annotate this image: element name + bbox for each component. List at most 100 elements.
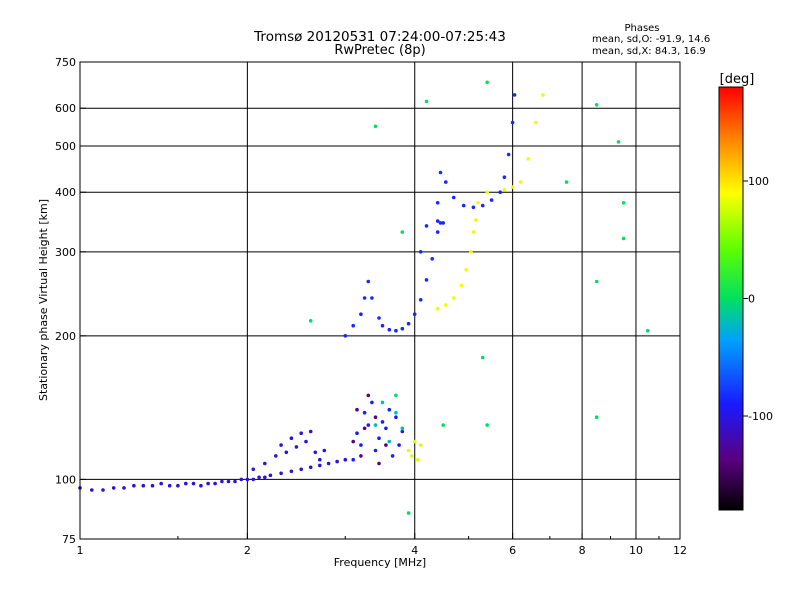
data-point — [485, 80, 490, 85]
data-point — [621, 201, 626, 205]
data-point — [438, 170, 443, 175]
data-point — [343, 457, 348, 462]
colorbar-label: [deg] — [720, 72, 755, 87]
data-point — [444, 303, 448, 307]
data-point — [380, 420, 385, 424]
data-point — [362, 296, 367, 300]
data-point — [304, 439, 308, 444]
data-point — [438, 221, 443, 225]
data-point — [377, 436, 381, 441]
data-point — [518, 180, 523, 184]
data-point — [415, 457, 420, 462]
data-point — [373, 124, 378, 129]
plot-frame — [79, 61, 681, 540]
data-point — [377, 461, 381, 466]
data-point — [132, 483, 136, 488]
chart-subtitle: RwPretec (8p) — [334, 43, 425, 58]
data-point — [308, 429, 313, 434]
data-point — [245, 477, 250, 482]
data-point — [394, 328, 398, 333]
data-point — [387, 439, 392, 444]
data-point — [289, 469, 294, 474]
data-point — [480, 203, 485, 208]
data-point — [476, 201, 480, 205]
data-point — [359, 312, 363, 317]
data-point — [380, 400, 385, 405]
data-point — [199, 483, 203, 488]
data-points — [78, 80, 650, 515]
y-tick-label: 750 — [55, 56, 76, 69]
data-point — [90, 488, 94, 492]
data-point — [510, 120, 515, 125]
data-point — [263, 475, 267, 480]
data-point — [359, 443, 363, 447]
x-tick-label: 12 — [673, 544, 687, 557]
data-point — [373, 415, 378, 420]
data-point — [299, 467, 304, 472]
plot-area — [80, 62, 680, 539]
data-point — [387, 407, 392, 412]
data-point — [279, 471, 283, 476]
grid-lines — [80, 62, 680, 539]
data-point — [101, 488, 105, 492]
data-point — [451, 195, 456, 200]
data-point — [299, 431, 304, 436]
data-point — [473, 218, 478, 222]
data-point — [418, 298, 423, 302]
data-point — [533, 120, 538, 125]
data-point — [373, 448, 378, 453]
data-point — [471, 230, 476, 234]
data-point — [359, 454, 363, 458]
data-point — [406, 321, 411, 326]
data-point — [279, 443, 283, 447]
data-point — [335, 459, 339, 464]
data-point — [366, 423, 371, 427]
data-point — [308, 465, 313, 470]
data-point — [502, 187, 507, 192]
data-point — [502, 175, 507, 179]
y-tick-label: 75 — [62, 533, 76, 546]
data-point — [394, 410, 398, 415]
data-point — [485, 190, 490, 194]
colorbar-tick-label: 100 — [748, 175, 769, 188]
x-tick-label: 8 — [579, 544, 586, 557]
data-point — [412, 439, 417, 444]
data-point — [412, 312, 417, 317]
data-point — [322, 448, 327, 453]
data-point — [418, 443, 423, 447]
data-point — [400, 230, 405, 234]
y-axis-ticks: 75 100 200 300 400 500 600 750 — [55, 56, 86, 546]
x-axis-ticks: 1 2 4 6 8 10 12 — [77, 533, 687, 557]
x-tick-label: 6 — [509, 544, 516, 557]
data-point — [289, 436, 294, 441]
data-point — [394, 393, 398, 398]
y-axis-label: Stationary phase Virtual Height [km] — [37, 199, 50, 401]
colorbar-ticks: 100 0 -100 — [743, 175, 773, 423]
data-point — [355, 407, 359, 412]
data-point — [191, 481, 196, 486]
data-point — [459, 283, 464, 288]
data-point — [251, 467, 256, 472]
data-point — [370, 400, 374, 405]
data-point — [355, 431, 359, 436]
data-point — [506, 152, 511, 157]
data-point — [206, 481, 210, 486]
data-point — [387, 327, 392, 332]
stats-line-x: mean, sd,X: 84.3, 16.9 — [592, 46, 706, 57]
data-point — [469, 250, 473, 254]
colorbar-tick-label: -100 — [748, 410, 773, 423]
data-point — [498, 190, 503, 194]
data-point — [451, 296, 456, 300]
data-point — [226, 479, 231, 484]
data-point — [616, 140, 621, 144]
data-point — [564, 180, 569, 184]
x-tick-label: 1 — [77, 544, 84, 557]
data-point — [435, 230, 440, 234]
data-point — [541, 93, 545, 97]
data-point — [418, 250, 423, 254]
data-point — [594, 103, 599, 107]
data-point — [380, 323, 385, 328]
data-point — [424, 224, 429, 228]
data-point — [122, 486, 126, 490]
